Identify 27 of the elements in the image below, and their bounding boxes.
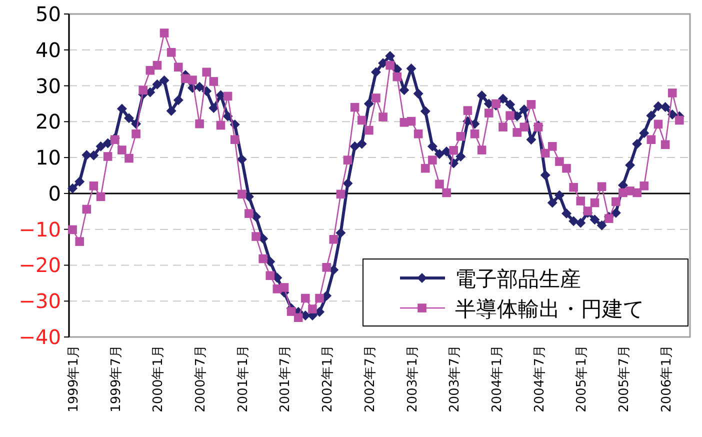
x-tick-label: 2001年7月 — [278, 345, 294, 412]
x-tick-label: 2000年7月 — [194, 345, 209, 412]
x-tick-label: 2003年1月 — [405, 345, 420, 412]
y-tick-label: 0 — [48, 181, 61, 206]
x-tick-label: 2002年1月 — [320, 345, 336, 412]
x-tick-label: 2000年1月 — [151, 345, 166, 412]
y-tick-label: 50 — [36, 2, 61, 26]
y-tick-label: −40 — [18, 325, 61, 349]
x-tick-label: 2005年7月 — [616, 345, 632, 412]
y-tick-label: 40 — [36, 38, 61, 62]
legend-label: 電子部品生産 — [455, 267, 581, 291]
x-tick-label: 1999年7月 — [108, 345, 124, 412]
y-tick-label: −10 — [18, 217, 61, 242]
x-tick-label: 2001年1月 — [236, 345, 251, 412]
x-tick-label: 2004年1月 — [490, 345, 505, 412]
y-tick-label: 10 — [36, 146, 61, 170]
x-tick-label: 2005年1月 — [574, 345, 590, 412]
y-tick-label: −30 — [18, 289, 61, 314]
x-tick-label: 2004年7月 — [532, 345, 548, 412]
x-tick-label: 2006年1月 — [659, 345, 674, 412]
x-tick-label: 2002年7月 — [362, 345, 378, 412]
y-tick-label: −20 — [18, 253, 61, 278]
x-tick-label: 1999年1月 — [66, 345, 82, 412]
y-tick-label: 20 — [36, 110, 61, 134]
x-tick-label: 2003年7月 — [448, 345, 463, 412]
legend-label: 半導体輸出・円建て — [455, 297, 645, 321]
y-tick-label: 30 — [36, 74, 61, 98]
